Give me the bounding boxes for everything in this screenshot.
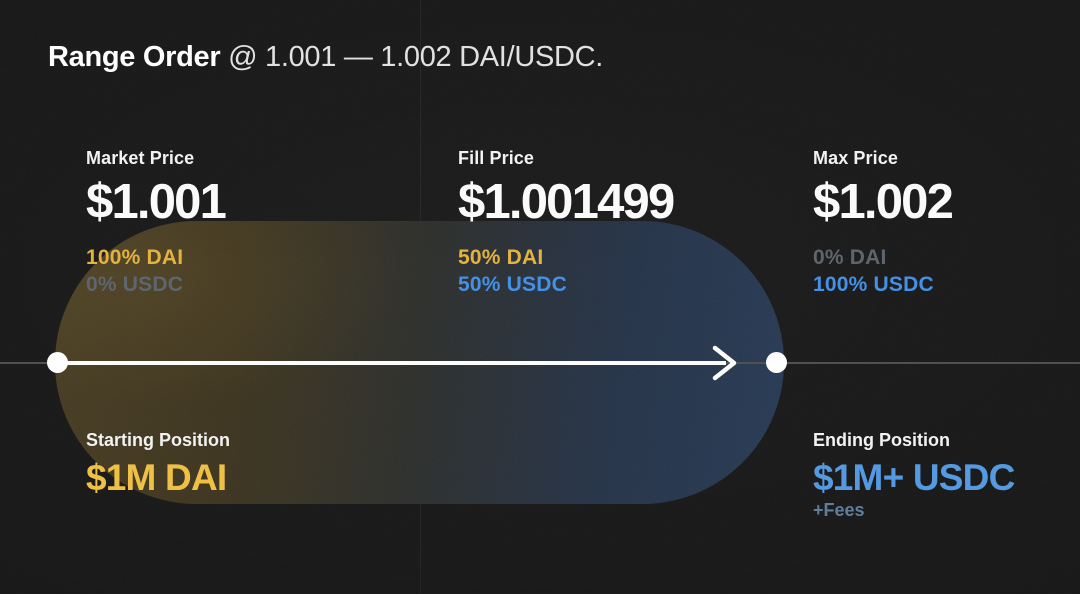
right-arrow-icon — [712, 345, 737, 381]
starting-position-block: Starting Position $1M DAI — [86, 430, 230, 498]
page-title-emphasis: Range Order — [48, 41, 221, 73]
ending-position-fees-note: +Fees — [813, 500, 865, 520]
max-price-block: Max Price $1.002 0% DAI 100% USDC — [813, 148, 954, 298]
max-price-label: Max Price — [813, 148, 898, 168]
ending-position-value: $1M+ USDC — [813, 457, 1015, 498]
market-dai-allocation: 100% DAI — [86, 246, 184, 269]
max-dai-allocation: 0% DAI — [813, 246, 887, 269]
fill-price-block: Fill Price $1.001499 50% DAI 50% USDC — [458, 148, 675, 298]
market-usdc-allocation: 0% USDC — [86, 273, 184, 296]
liquidity-range-pill — [55, 221, 784, 504]
starting-position-value: $1M DAI — [86, 457, 227, 498]
market-price-dot — [47, 352, 68, 373]
ending-position-label: Ending Position — [813, 430, 950, 450]
max-usdc-allocation: 100% USDC — [813, 273, 934, 296]
max-price-value: $1.002 — [813, 175, 954, 229]
page-title: Range Order @ 1.001 — 1.002 DAI/USDC. — [48, 40, 603, 74]
fill-price-label: Fill Price — [458, 148, 535, 168]
ending-position-block: Ending Position $1M+ USDC +Fees — [813, 430, 1015, 521]
fill-usdc-allocation: 50% USDC — [458, 273, 567, 296]
range-arrow-line — [57, 361, 726, 365]
page-title-rest: @ 1.001 — 1.002 DAI/USDC. — [220, 41, 604, 73]
fill-dai-allocation: 50% DAI — [458, 246, 544, 269]
fill-price-value: $1.001499 — [458, 175, 675, 229]
market-price-label: Market Price — [86, 148, 195, 168]
market-price-value: $1.001 — [86, 175, 227, 229]
starting-position-label: Starting Position — [86, 430, 230, 450]
max-price-dot — [766, 352, 787, 373]
market-price-block: Market Price $1.001 100% DAI 0% USDC — [86, 148, 227, 298]
